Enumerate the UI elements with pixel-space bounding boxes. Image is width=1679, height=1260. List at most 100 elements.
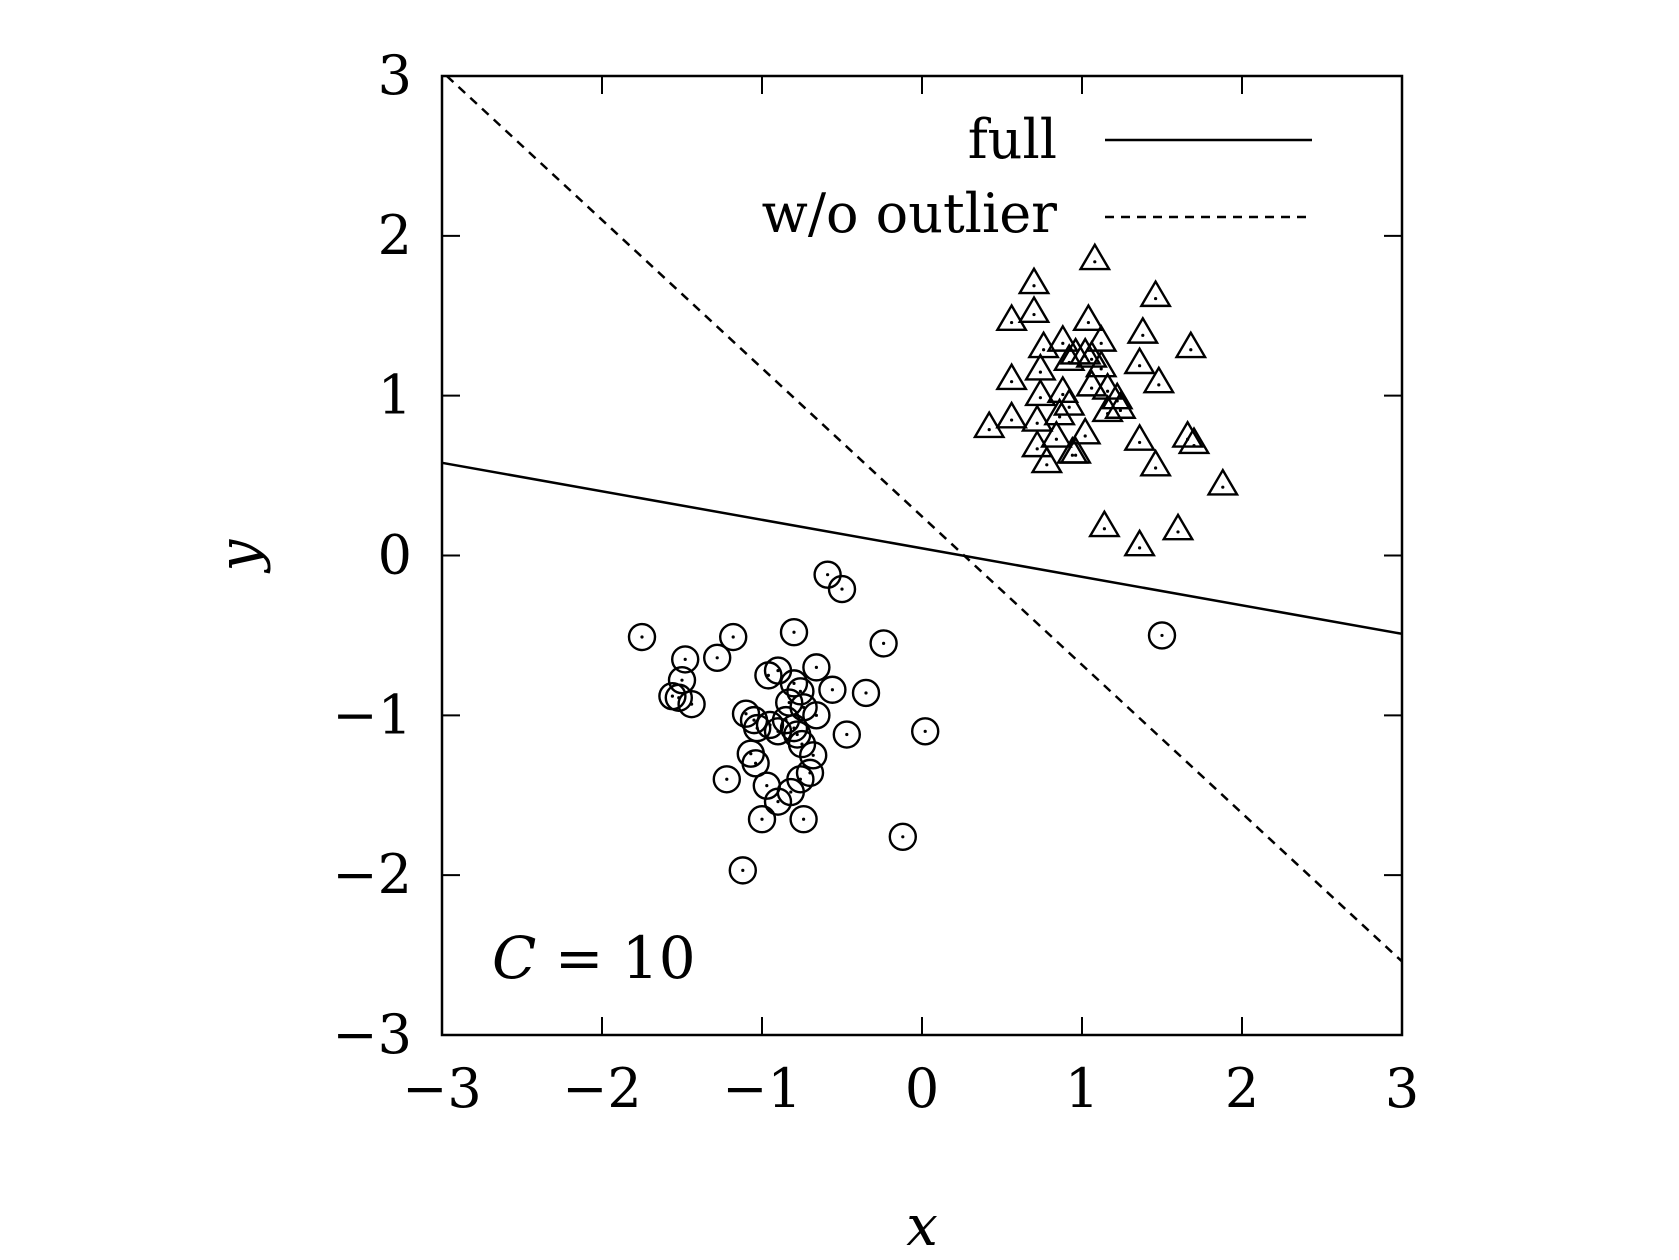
triangle-marker (1052, 343, 1086, 372)
circle-point (1147, 621, 1177, 650)
triangle-marker (1020, 429, 1054, 458)
center-dot (760, 817, 764, 821)
circle-marker (677, 689, 706, 719)
triangle-point (1040, 419, 1073, 448)
triangle-point (1017, 266, 1051, 295)
triangle-marker (1161, 512, 1195, 541)
circle-point (802, 653, 831, 682)
center-dot (1157, 383, 1161, 387)
circle-point (827, 574, 857, 604)
triangle-marker (1088, 509, 1121, 538)
center-dot (776, 800, 780, 804)
center-dot (1045, 463, 1049, 467)
triangle-point (1075, 368, 1108, 397)
circle-point (869, 629, 898, 658)
circle-marker (802, 701, 831, 730)
triangle-marker (1123, 346, 1156, 375)
triangle-point (1139, 279, 1172, 308)
center-dot (789, 790, 793, 794)
center-dot (1067, 405, 1071, 409)
triangle-marker (1046, 323, 1080, 352)
triangle-marker (1126, 315, 1160, 344)
triangle-marker (1068, 336, 1102, 365)
triangle-marker (995, 303, 1028, 332)
center-dot (826, 573, 830, 577)
circle-marker (664, 683, 693, 712)
circle-marker (813, 560, 842, 589)
triangle-point (1091, 394, 1124, 423)
center-dot (840, 587, 844, 591)
center-dot (923, 729, 927, 733)
center-dot (1106, 412, 1110, 416)
triangle-marker (1027, 330, 1060, 359)
triangle-point (1123, 423, 1156, 451)
center-dot (741, 868, 745, 872)
center-dot (1102, 527, 1106, 531)
center-dot (1221, 485, 1225, 489)
center-dot (1067, 360, 1071, 365)
center-dot (1038, 370, 1042, 374)
center-dot (1138, 364, 1142, 368)
circle-marker (712, 765, 741, 794)
circle-marker (728, 856, 757, 885)
center-dot (749, 752, 753, 756)
circle-marker (731, 699, 761, 728)
center-dot (798, 689, 803, 693)
triangle-point (1046, 323, 1080, 352)
triangle-point (1020, 403, 1054, 432)
triangle-marker (1024, 352, 1057, 381)
y-tick-label: −1 (332, 683, 412, 746)
legend-label-full: full (968, 108, 1057, 171)
center-dot (670, 694, 675, 698)
circle-marker (786, 677, 815, 706)
circle-point (677, 689, 706, 719)
triangle-point (1084, 349, 1118, 378)
triangle-marker (1177, 426, 1211, 455)
triangle-marker (1043, 397, 1076, 426)
triangle-marker (995, 362, 1028, 391)
triangle-point (1043, 397, 1076, 426)
circle-marker (754, 661, 783, 690)
circle-point (786, 677, 815, 706)
x-tick-label: −2 (562, 1057, 642, 1120)
triangle-marker (1059, 435, 1092, 464)
triangle-point (995, 400, 1028, 429)
center-dot (1035, 421, 1039, 425)
triangle-point (995, 303, 1028, 332)
y-tick-label: −3 (332, 1003, 412, 1066)
center-dot (1141, 333, 1145, 337)
y-tick-label: 3 (378, 44, 412, 107)
center-dot (814, 665, 819, 669)
center-dot (845, 732, 849, 737)
triangle-point (1030, 445, 1064, 474)
center-dot (830, 688, 835, 692)
triangle-point (1123, 346, 1156, 375)
legend: full w/o outlier (762, 108, 1312, 245)
triangle-marker (1171, 419, 1204, 448)
circle-marker (719, 622, 748, 652)
center-dot (814, 713, 819, 717)
circle-point (789, 805, 818, 834)
circle-point (802, 701, 831, 730)
center-dot (683, 657, 687, 661)
center-dot (882, 641, 886, 646)
circle-point (779, 713, 809, 743)
y-tick-label: 0 (378, 524, 412, 587)
y-tick-label: −2 (332, 843, 412, 906)
center-dot (987, 428, 991, 432)
center-dot (1035, 447, 1039, 451)
circle-marker (779, 713, 809, 743)
triangle-marker (1078, 242, 1112, 271)
circle-point (712, 765, 741, 794)
triangle-point (1126, 315, 1160, 344)
center-dot (766, 673, 771, 677)
center-dot (754, 761, 758, 765)
center-dot (1189, 348, 1193, 352)
circle-marker (802, 653, 831, 682)
triangle-marker (1139, 448, 1172, 477)
axis-ticks (441, 75, 1403, 1036)
annotation-variable: C (492, 924, 536, 992)
y-tick-label: 2 (378, 204, 412, 267)
triangle-point (972, 410, 1006, 439)
